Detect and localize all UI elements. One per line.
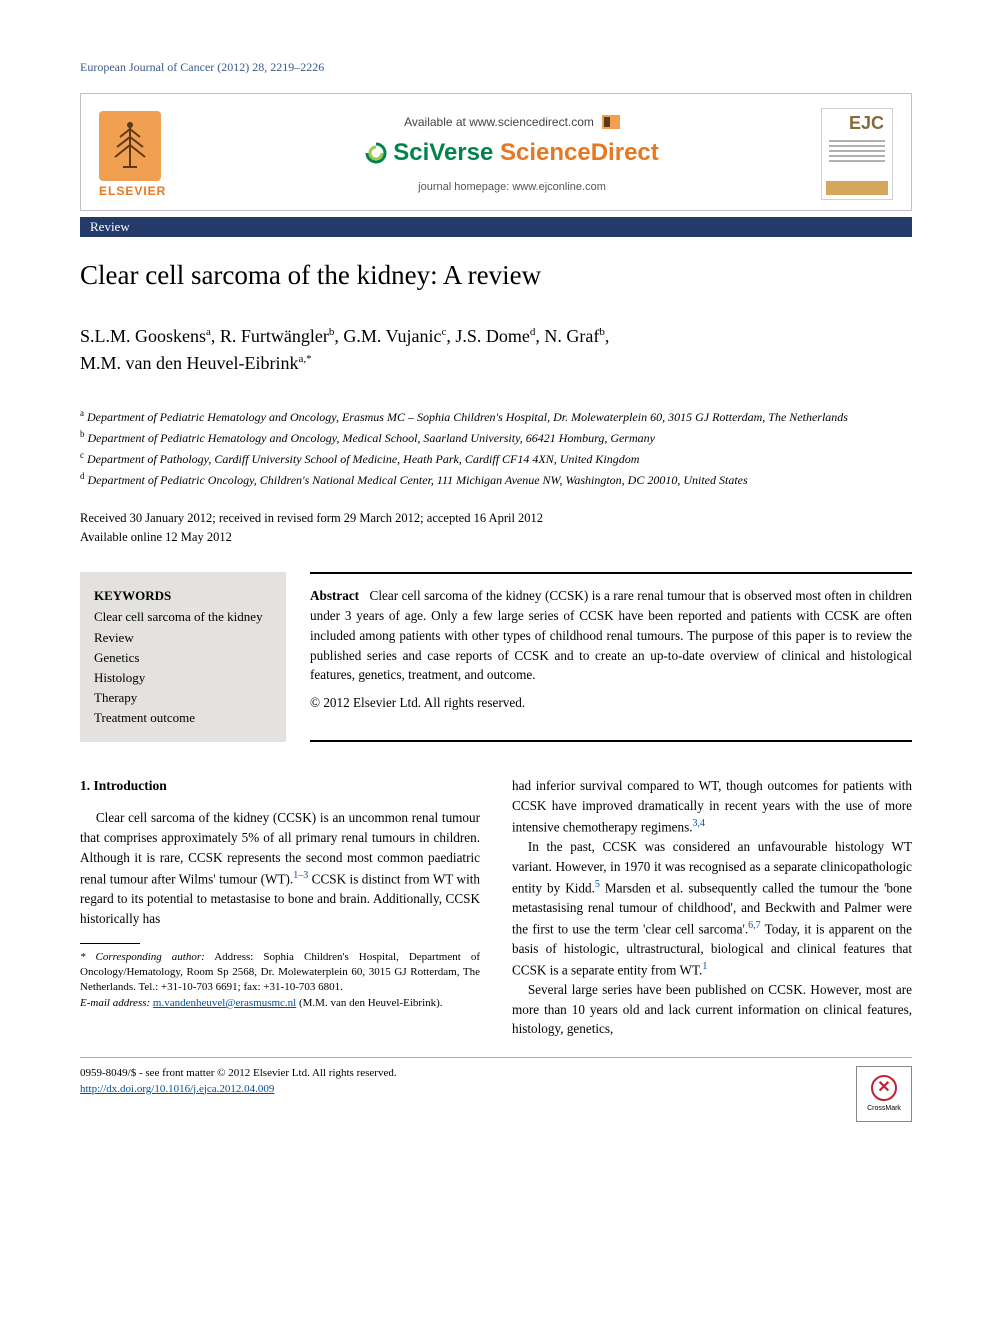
crossmark-icon: ✕ [871,1075,897,1101]
ejc-label: EJC [849,113,884,134]
body-col-left: 1. Introduction Clear cell sarcoma of th… [80,776,480,1039]
body-paragraph: Clear cell sarcoma of the kidney (CCSK) … [80,808,480,928]
crossmark-label: CrossMark [867,1104,901,1114]
keywords-box: KEYWORDS Clear cell sarcoma of the kidne… [80,572,286,742]
article-title: Clear cell sarcoma of the kidney: A revi… [80,259,912,293]
available-at-text: Available at www.sciencedirect.com [203,115,821,130]
journal-header: ELSEVIER Available at www.sciencedirect.… [80,93,912,211]
sciverse-text: SciVerse [393,139,493,166]
sciverse-logo: SciVerse ScienceDirect [365,139,659,167]
footer-copyright: 0959-8049/$ - see front matter © 2012 El… [80,1066,397,1081]
affiliations: a Department of Pediatric Hematology and… [80,407,912,489]
journal-homepage: journal homepage: www.ejconline.com [203,181,821,193]
section-heading: 1. Introduction [80,776,480,796]
abstract-text: Clear cell sarcoma of the kidney (CCSK) … [310,588,912,682]
sciverse-swirl-icon [365,142,387,164]
keyword-item: Treatment outcome [94,708,272,728]
body-columns: 1. Introduction Clear cell sarcoma of th… [80,776,912,1039]
elsevier-logo: ELSEVIER [99,111,179,198]
body-col-right: had inferior survival compared to WT, th… [512,776,912,1039]
citation-ref[interactable]: 3,4 [693,818,706,829]
running-head: European Journal of Cancer (2012) 28, 22… [80,60,912,75]
abstract-label: Abstract [310,588,359,603]
keyword-item: Therapy [94,688,272,708]
keyword-item: Genetics [94,648,272,668]
article-type-label: Review [90,219,130,235]
body-paragraph: In the past, CCSK was considered an unfa… [512,837,912,980]
citation-ref[interactable]: 1–3 [293,870,308,881]
article-type-bar: Review [80,217,912,237]
doi-link[interactable]: http://dx.doi.org/10.1016/j.ejca.2012.04… [80,1083,274,1095]
keyword-item: Clear cell sarcoma of the kidney [94,607,272,627]
elsevier-tree-icon [99,111,161,181]
sciencedirect-small-icon [602,115,620,129]
keyword-item: Review [94,628,272,648]
email-link[interactable]: m.vandenheuvel@erasmusmc.nl [153,997,296,1009]
abstract-box: Abstract Clear cell sarcoma of the kidne… [310,572,912,742]
sciencedirect-text: ScienceDirect [500,139,659,166]
abstract-copyright: © 2012 Elsevier Ltd. All rights reserved… [310,693,912,713]
page-footer: 0959-8049/$ - see front matter © 2012 El… [80,1057,912,1122]
authors-list: S.L.M. Gooskensa, R. Furtwänglerb, G.M. … [80,323,912,377]
citation-ref[interactable]: 1 [702,961,707,972]
citation-ref[interactable]: 6,7 [748,920,761,931]
keywords-heading: KEYWORDS [94,586,272,606]
ejc-journal-cover: EJC [821,108,893,200]
elsevier-label: ELSEVIER [99,184,179,198]
corresponding-author-footnote: * Corresponding author: Address: Sophia … [80,950,480,996]
keyword-item: Histology [94,668,272,688]
email-footnote: E-mail address: m.vandenheuvel@erasmusmc… [80,996,480,1011]
crossmark-badge[interactable]: ✕ CrossMark [856,1066,912,1122]
footnote-separator [80,943,140,944]
article-dates: Received 30 January 2012; received in re… [80,509,912,547]
body-paragraph: had inferior survival compared to WT, th… [512,776,912,837]
body-paragraph: Several large series have been published… [512,980,912,1039]
